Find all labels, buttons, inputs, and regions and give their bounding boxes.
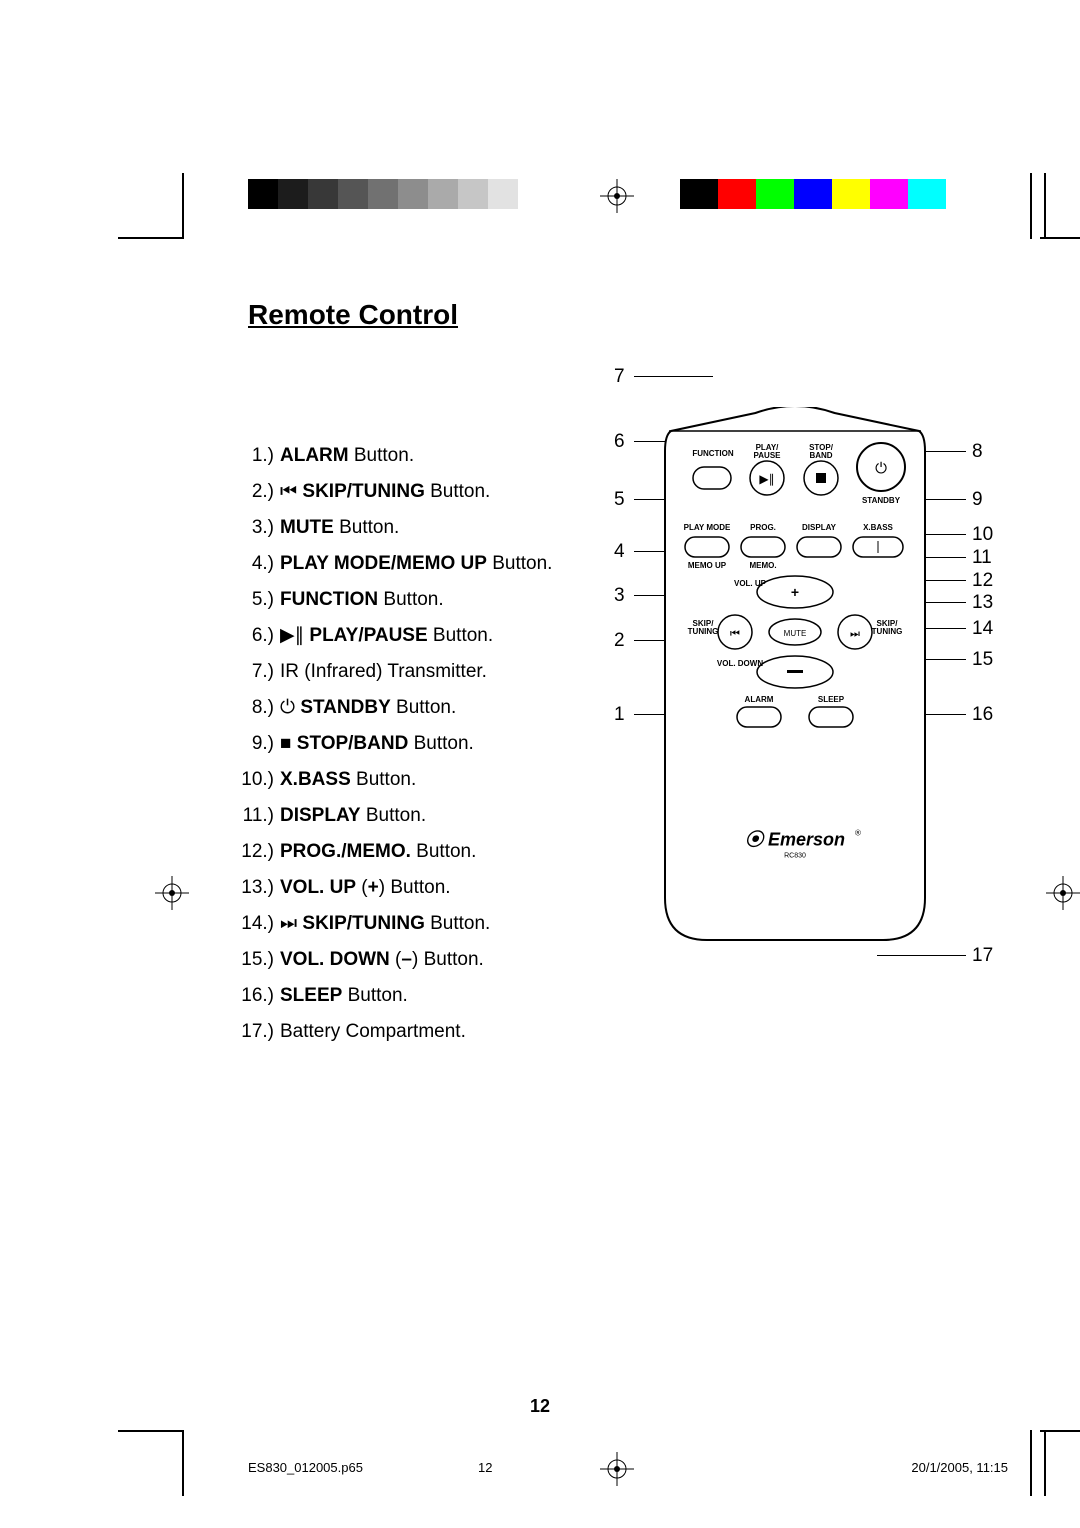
remote-button-label: TUNING: [673, 627, 733, 636]
callout-number: 11: [972, 547, 992, 569]
leader-line: [634, 376, 713, 377]
list-item: 13.)VOL. UP (+) Button.: [234, 870, 552, 906]
callout-number: 1: [614, 704, 625, 726]
callout-number: 4: [614, 541, 625, 563]
remote-button-label: PROG.: [733, 523, 793, 532]
color-swatch: [794, 179, 832, 209]
registration-mark-icon: [155, 876, 189, 910]
remote-button-label: X.BASS: [848, 523, 908, 532]
callout-number: 17: [972, 945, 993, 967]
remote-button-label: STANDBY: [851, 496, 911, 505]
greyscale-swatch: [518, 179, 548, 209]
svg-text:RC830: RC830: [784, 853, 806, 860]
crop-mark: [1044, 1430, 1046, 1496]
footer-datetime: 20/1/2005, 11:15: [911, 1460, 1008, 1475]
remote-diagram: ▶∥ ⏻ + ⏮ MUTE ⏭ ⦿ Emerson ® RC830: [663, 407, 927, 942]
callout-number: 12: [972, 570, 993, 592]
list-item: 17.)Battery Compartment.: [234, 1014, 552, 1050]
remote-button-label: PLAY MODE: [677, 523, 737, 532]
list-item: 16.)SLEEP Button.: [234, 978, 552, 1014]
callout-number: 5: [614, 489, 625, 511]
color-swatch: [908, 179, 946, 209]
list-item: 3.)MUTE Button.: [234, 510, 552, 546]
greyscale-swatch: [308, 179, 338, 209]
footer-filename: ES830_012005.p65: [248, 1460, 363, 1475]
page-number: 12: [0, 1396, 1080, 1417]
color-swatch: [680, 179, 718, 209]
callout-number: 16: [972, 704, 993, 726]
list-item: 6.)▶∥ PLAY/PAUSE Button.: [234, 618, 552, 654]
list-item: 11.)DISPLAY Button.: [234, 798, 552, 834]
list-item: 15.)VOL. DOWN (–) Button.: [234, 942, 552, 978]
crop-mark: [1040, 1430, 1080, 1432]
svg-text:+: +: [791, 584, 799, 600]
callout-number: 8: [972, 441, 983, 463]
list-item: 10.)X.BASS Button.: [234, 762, 552, 798]
svg-text:⏻: ⏻: [875, 460, 887, 477]
remote-button-label: VOL. UP: [720, 579, 780, 588]
list-item: 7.)IR (Infrared) Transmitter.: [234, 654, 552, 690]
leader-line: [877, 955, 966, 956]
crop-mark: [182, 1430, 184, 1496]
remote-button-label: SLEEP: [801, 695, 861, 704]
page-title: Remote Control: [248, 299, 458, 331]
greyscale-swatch: [428, 179, 458, 209]
greyscale-swatch: [458, 179, 488, 209]
remote-button-label: DISPLAY: [789, 523, 849, 532]
remote-button-label: FUNCTION: [683, 449, 743, 458]
color-swatch: [756, 179, 794, 209]
greyscale-swatch: [278, 179, 308, 209]
callout-number: 9: [972, 489, 983, 511]
color-swatch: [870, 179, 908, 209]
list-item: 4.)PLAY MODE/MEMO UP Button.: [234, 546, 552, 582]
greyscale-swatch: [338, 179, 368, 209]
svg-text:⦿ Emerson: ⦿ Emerson: [745, 830, 845, 850]
callout-number: 6: [614, 431, 625, 453]
crop-mark: [182, 173, 184, 239]
greyscale-swatch: [368, 179, 398, 209]
color-swatch: [718, 179, 756, 209]
callout-number: 13: [972, 592, 993, 614]
greyscale-swatch: [398, 179, 428, 209]
color-swatch: [832, 179, 870, 209]
callout-number: 7: [614, 366, 625, 388]
list-item: 14.)⏭ SKIP/TUNING Button.: [234, 906, 552, 942]
callout-number: 10: [972, 524, 993, 546]
callout-number: 14: [972, 618, 993, 640]
footer-page: 12: [478, 1460, 492, 1475]
list-item: 9.)■ STOP/BAND Button.: [234, 726, 552, 762]
svg-text:MUTE: MUTE: [784, 629, 807, 638]
color-swatch: [946, 179, 984, 209]
svg-text:▶∥: ▶∥: [759, 472, 774, 486]
crop-mark: [1040, 237, 1080, 239]
feature-list: 1.)ALARM Button.2.)⏮ SKIP/TUNING Button.…: [234, 438, 552, 1050]
remote-button-label: VOL. DOWN: [710, 659, 770, 668]
list-item: 8.)⏻ STANDBY Button.: [234, 690, 552, 726]
remote-button-label: ALARM: [729, 695, 789, 704]
list-item: 12.)PROG./MEMO. Button.: [234, 834, 552, 870]
remote-button-label: TUNING: [857, 627, 917, 636]
greyscale-swatch: [488, 179, 518, 209]
list-item: 5.)FUNCTION Button.: [234, 582, 552, 618]
remote-button-label: MEMO.: [733, 561, 793, 570]
svg-text:®: ®: [855, 829, 861, 838]
remote-button-label: MEMO UP: [677, 561, 737, 570]
remote-button-label: PAUSE: [737, 451, 797, 460]
remote-button-label: BAND: [791, 451, 851, 460]
crop-mark: [118, 1430, 184, 1432]
callout-number: 3: [614, 585, 625, 607]
footer: ES830_012005.p65 12 20/1/2005, 11:15: [248, 1460, 1008, 1475]
registration-mark-icon: [600, 179, 634, 213]
crop-mark: [1044, 173, 1046, 239]
registration-mark-icon: [1046, 876, 1080, 910]
callout-number: 2: [614, 630, 625, 652]
callout-number: 15: [972, 649, 993, 671]
list-item: 2.)⏮ SKIP/TUNING Button.: [234, 474, 552, 510]
greyscale-swatch: [248, 179, 278, 209]
list-item: 1.)ALARM Button.: [234, 438, 552, 474]
crop-mark: [1030, 173, 1032, 239]
crop-mark: [1030, 1430, 1032, 1496]
crop-mark: [118, 237, 184, 239]
